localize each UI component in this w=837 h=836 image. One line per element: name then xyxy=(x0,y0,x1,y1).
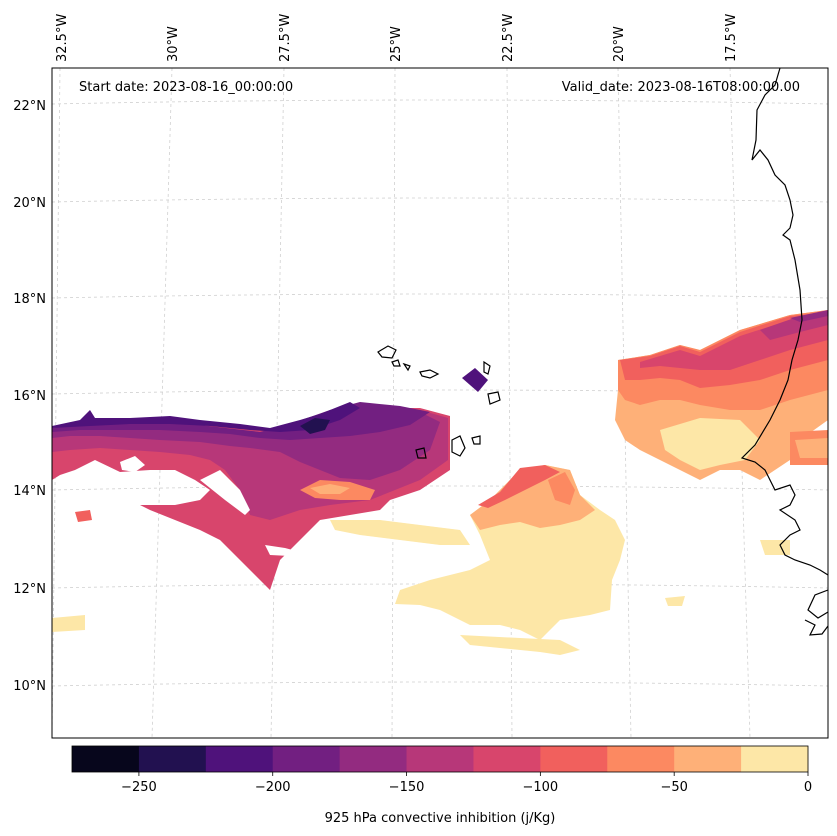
lon-label: 20°W xyxy=(612,26,627,62)
lat-label: 18°N xyxy=(13,292,46,307)
colorbar: −250 −200 −150 −100 −50 0 925 hPa convective … xyxy=(71,745,812,826)
lat-label: 12°N xyxy=(13,582,46,597)
colorbar-tick-label: −250 xyxy=(121,780,157,795)
lon-label: 30°W xyxy=(166,26,181,62)
colorbar-tick-label: −100 xyxy=(523,780,559,795)
contour-level-minus-100b xyxy=(478,465,560,508)
cin-contours xyxy=(52,310,828,655)
colorbar-swatch xyxy=(607,746,675,772)
longitude-tick-labels: 32.5°W 30°W 27.5°W 25°W 22.5°W 20°W 17.5… xyxy=(55,14,739,62)
colorbar-swatch xyxy=(473,746,541,772)
lat-label: 16°N xyxy=(13,389,46,404)
lat-label: 20°N xyxy=(13,196,46,211)
start-date-label: Start date: 2023-08-16_00:00:00 xyxy=(79,80,293,95)
colorbar-tick-label: −200 xyxy=(255,780,291,795)
colorbar-title: 925 hPa convective inhibition (j/Kg) xyxy=(325,811,556,826)
colorbar-swatch xyxy=(339,746,408,772)
latitude-tick-labels: 22°N 20°N 18°N 16°N 14°N 12°N 10°N xyxy=(13,99,46,694)
cabo-verde-santo-antao xyxy=(377,345,397,359)
colorbar-swatch xyxy=(540,746,608,772)
lon-label: 22.5°W xyxy=(501,14,516,62)
lon-label: 17.5°W xyxy=(724,14,739,62)
lon-label: 32.5°W xyxy=(55,14,70,62)
map-frame xyxy=(51,67,829,739)
colorbar-swatch xyxy=(406,746,474,772)
lat-label: 14°N xyxy=(13,484,46,499)
coastlines xyxy=(377,67,829,636)
lat-label: 22°N xyxy=(13,99,46,114)
colorbar-tick-label: −150 xyxy=(389,780,425,795)
colorbar-swatch xyxy=(272,746,341,772)
colorbar-swatch xyxy=(138,746,207,772)
colorbar-swatch xyxy=(72,746,140,772)
lat-label: 10°N xyxy=(13,679,46,694)
colorbar-tick-label: 0 xyxy=(804,780,812,795)
colorbar-tick-label: −50 xyxy=(660,780,687,795)
lon-label: 25°W xyxy=(389,26,404,62)
map-panel xyxy=(51,67,829,739)
colorbar-swatches xyxy=(72,746,809,772)
colorbar-ticks: −250 −200 −150 −100 −50 0 xyxy=(121,772,812,795)
latitude-gridlines xyxy=(51,99,829,687)
lon-label: 27.5°W xyxy=(278,14,293,62)
colorbar-frame xyxy=(71,745,809,773)
contour-level-minus-225 xyxy=(300,418,330,434)
valid-date-label: Valid_date: 2023-08-16T08:00:00.00 xyxy=(562,80,800,95)
colorbar-swatch xyxy=(741,746,809,772)
colorbar-swatch xyxy=(205,746,274,772)
colorbar-swatch xyxy=(674,746,742,772)
